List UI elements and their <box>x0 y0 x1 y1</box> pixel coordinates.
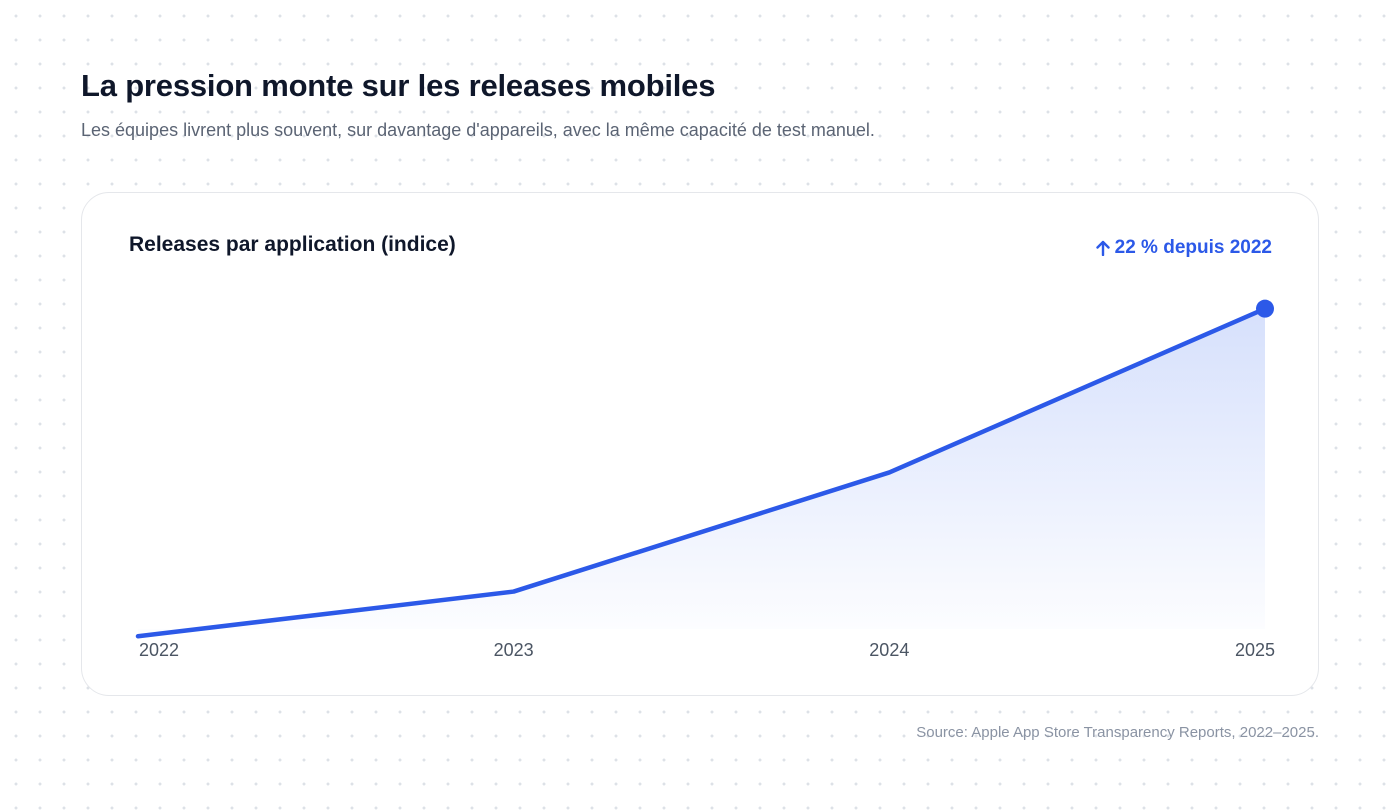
source-note: Source: Apple App Store Transparency Rep… <box>916 724 1319 741</box>
line-chart: 2022 2023 2024 2025 <box>135 299 1275 660</box>
x-tick-label: 2023 <box>494 640 534 660</box>
chart-card: Releases par application (indice) 22 % d… <box>81 192 1319 696</box>
arrow-up-icon <box>1095 240 1110 256</box>
chart-title: Releases par application (indice) <box>129 233 456 256</box>
growth-badge-text: 22 % depuis 2022 <box>1114 237 1272 258</box>
x-tick-label: 2022 <box>139 640 179 660</box>
page-subtitle: Les équipes livrent plus souvent, sur da… <box>81 120 875 140</box>
x-tick-label: 2025 <box>1235 640 1275 660</box>
area-fill <box>138 308 1265 637</box>
series-line <box>135 306 1268 639</box>
data-point-marker <box>1256 299 1274 318</box>
page-title: La pression monte sur les releases mobil… <box>81 68 716 103</box>
growth-badge: 22 % depuis 2022 <box>1095 237 1272 259</box>
x-tick-label: 2024 <box>869 640 909 660</box>
